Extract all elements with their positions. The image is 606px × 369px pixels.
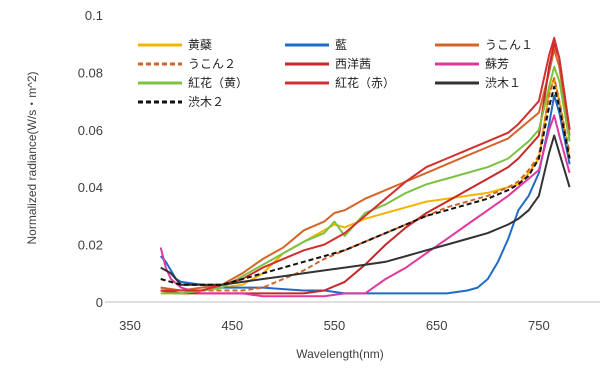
series-line-6 <box>159 114 571 298</box>
x-tick-labels: 350 450 550 650 750 <box>119 318 550 333</box>
legend-item: 紅花（黄） <box>138 75 248 90</box>
legend-label: 蘇芳 <box>485 57 509 71</box>
legend-item: 紅花（赤） <box>285 75 395 90</box>
y-tick-label: 0.06 <box>78 123 103 138</box>
legend-item: 藍 <box>285 38 347 52</box>
legend-label: 紅花（黄） <box>188 75 248 90</box>
y-tick-label: 0.08 <box>78 65 103 80</box>
x-tick-label: 550 <box>324 318 346 333</box>
x-axis-title: Wavelength(nm) <box>296 347 384 361</box>
series-lines <box>159 37 571 298</box>
legend-label: うこん２ <box>188 57 236 71</box>
y-tick-label: 0.02 <box>78 238 103 253</box>
series-line-4 <box>160 77 571 292</box>
legend-label: 黄蘗 <box>188 38 212 52</box>
legend-item: 渋木１ <box>435 76 521 90</box>
legend-label: 渋木１ <box>485 76 521 90</box>
series-line-3 <box>160 48 571 292</box>
legend-label: 紅花（赤） <box>335 75 395 90</box>
series-line-10 <box>160 85 571 286</box>
series-line-1 <box>160 77 571 295</box>
y-axis-title: Normalized radiance(W/s・m^2) <box>25 71 39 244</box>
y-tick-label: 0 <box>96 295 103 310</box>
legend-label: うこん１ <box>485 38 533 52</box>
legend-label: 藍 <box>335 38 347 52</box>
y-tick-label: 0.1 <box>85 8 103 23</box>
x-tick-label: 350 <box>119 318 141 333</box>
y-tick-label: 0.04 <box>78 180 103 195</box>
legend-item: うこん２ <box>138 57 236 71</box>
legend-item: うこん１ <box>435 38 533 52</box>
legend-item: 渋木２ <box>138 95 224 109</box>
y-tick-labels: 0 0.02 0.04 0.06 0.08 0.1 <box>78 8 103 310</box>
legend-item: 蘇芳 <box>435 57 509 71</box>
x-tick-label: 650 <box>426 318 448 333</box>
x-tick-label: 750 <box>528 318 550 333</box>
legend-label: 渋木２ <box>188 95 224 109</box>
legend-item: 黄蘗 <box>138 38 212 52</box>
x-tick-label: 450 <box>221 318 243 333</box>
series-line-7 <box>160 65 571 295</box>
legend-label: 西洋茜 <box>335 56 371 71</box>
legend-item: 西洋茜 <box>285 56 371 71</box>
